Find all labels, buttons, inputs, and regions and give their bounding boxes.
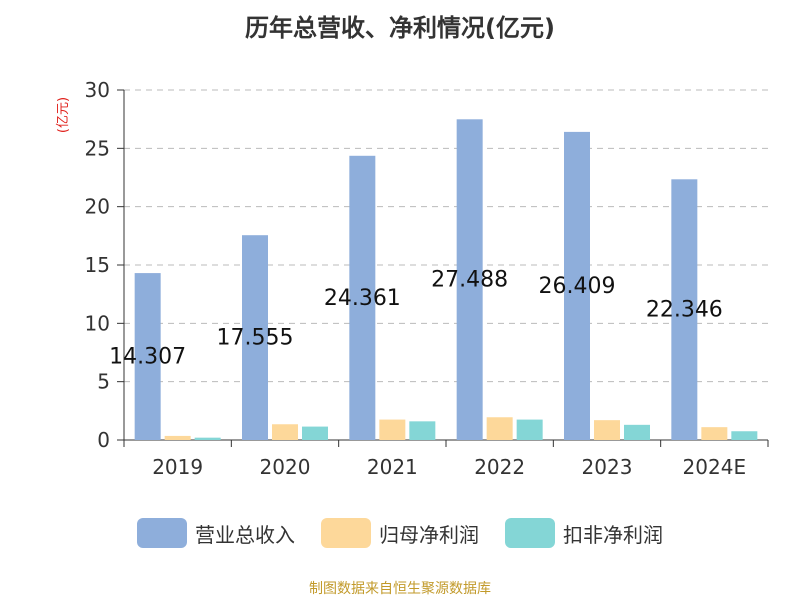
y-tick-label: 5 <box>97 370 110 394</box>
x-tick-label: 2019 <box>152 455 203 479</box>
bar-3 <box>731 431 758 440</box>
legend-label: 扣非净利润 <box>563 522 663 547</box>
bar-1 <box>456 119 483 440</box>
chart-title: 历年总营收、净利情况(亿元) <box>245 14 555 42</box>
legend-item[interactable]: 营业总收入 <box>137 518 295 548</box>
footer-source: 制图数据来自恒生聚源数据库 <box>309 581 491 597</box>
y-axis-label: (亿元) <box>56 97 71 133</box>
bar-1 <box>242 235 268 440</box>
grid-lines <box>124 89 768 383</box>
bar-3 <box>624 424 650 440</box>
bar-2 <box>486 417 513 440</box>
legend-label: 归母净利润 <box>379 522 479 547</box>
bar-3 <box>409 421 436 440</box>
y-tick-label: 20 <box>85 195 110 219</box>
data-label: 22.346 <box>646 298 723 323</box>
bar-2 <box>701 427 728 440</box>
bars <box>134 119 758 440</box>
x-tick-label: 2021 <box>367 455 418 479</box>
legend-label: 营业总收入 <box>195 522 295 547</box>
bar-3 <box>302 426 328 440</box>
data-label: 14.307 <box>109 345 186 370</box>
y-tick-label: 0 <box>97 428 110 452</box>
x-tick-label: 2022 <box>474 455 525 479</box>
bar-2 <box>594 420 620 440</box>
data-label: 27.488 <box>431 268 508 293</box>
legend-swatch <box>505 518 555 548</box>
x-tick-label: 2023 <box>582 455 633 479</box>
legend-item[interactable]: 扣非净利润 <box>505 518 663 548</box>
y-tick-label: 25 <box>85 136 110 160</box>
legend-swatch <box>137 518 187 548</box>
bar-1 <box>671 179 698 440</box>
legend-item[interactable]: 归母净利润 <box>321 518 479 548</box>
bar-2 <box>164 435 191 440</box>
data-label: 26.409 <box>539 274 616 299</box>
data-labels: 14.307 17.555 24.361 27.488 26.409 22.346 <box>109 268 723 370</box>
bar-1 <box>564 131 590 440</box>
axes: 0 5 10 15 20 25 30 2019 2020 2021 2022 2023 2024E <box>85 78 769 479</box>
y-tick-label: 10 <box>85 311 110 335</box>
data-label: 24.361 <box>324 286 401 311</box>
data-label: 17.555 <box>217 326 294 351</box>
legend-swatch <box>321 518 371 548</box>
y-tick-label: 30 <box>85 78 110 102</box>
x-tick-label: 2024E <box>683 455 747 479</box>
bar-1 <box>349 155 376 440</box>
y-tick-label: 15 <box>85 253 110 277</box>
bar-2 <box>379 419 406 440</box>
bar-1 <box>134 273 161 440</box>
x-tick-label: 2020 <box>260 455 311 479</box>
bar-2 <box>272 424 298 440</box>
bar-3 <box>516 419 543 440</box>
legend: 营业总收入 归母净利润 扣非净利润 <box>0 518 800 548</box>
bar-3 <box>194 437 221 440</box>
